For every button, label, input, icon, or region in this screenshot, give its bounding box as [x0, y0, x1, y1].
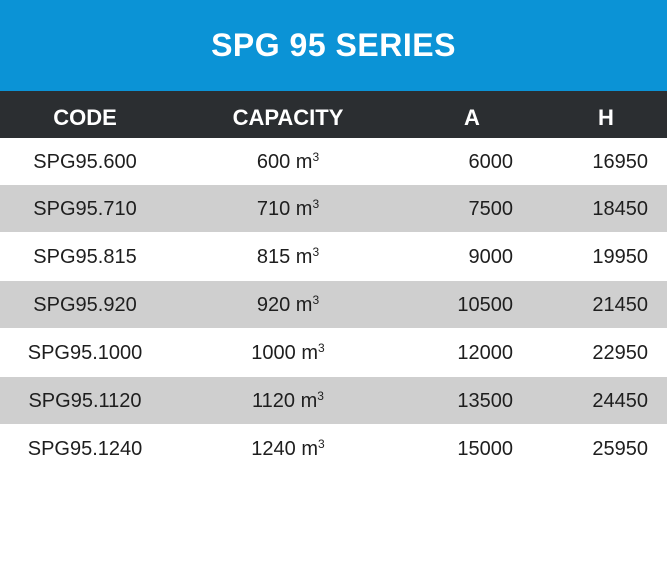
capacity-unit: m	[301, 438, 319, 460]
capacity-unit: m	[295, 151, 313, 173]
table-row: SPG95.1120 1120 m3 13500 24450	[0, 377, 667, 424]
cell-h: 21450	[592, 294, 648, 316]
cell-capacity: 815 m3	[200, 233, 376, 281]
cell-a: 12000	[457, 342, 513, 364]
capacity-unit-exponent: 3	[318, 341, 325, 355]
capacity-unit-exponent: 3	[317, 389, 324, 403]
cell-capacity: 1120 m3	[200, 377, 376, 425]
cell-code: SPG95.1120	[28, 390, 142, 412]
table-header: CODE CAPACITY A H	[0, 91, 667, 138]
cell-h: 18450	[592, 198, 648, 220]
capacity-value: 815	[256, 246, 291, 268]
table-row: SPG95.815 815 m3 9000 19950	[0, 233, 667, 280]
cell-capacity: 600 m3	[200, 138, 376, 186]
cell-code: SPG95.1000	[27, 342, 143, 364]
cell-a: 6000	[468, 151, 514, 173]
capacity-unit: m	[301, 342, 319, 364]
cell-capacity: 710 m3	[200, 185, 376, 233]
capacity-unit: m	[295, 294, 313, 316]
table-row: SPG95.710 710 m3 7500 18450	[0, 185, 667, 232]
header-capacity: CAPACITY	[232, 105, 344, 130]
capacity-unit-exponent: 3	[312, 293, 320, 307]
cell-h: 25950	[592, 438, 648, 460]
cell-h: 22950	[592, 342, 648, 364]
cell-code: SPG95.815	[33, 246, 137, 268]
table-row: SPG95.1240 1240 m3 15000 25950	[0, 425, 667, 472]
cell-code: SPG95.920	[33, 294, 137, 316]
cell-code: SPG95.710	[33, 198, 137, 220]
capacity-value: 1240	[251, 438, 296, 460]
table-row: SPG95.1000 1000 m3 12000 22950	[0, 329, 667, 376]
cell-capacity: 1240 m3	[200, 425, 376, 473]
cell-capacity: 1000 m3	[200, 329, 376, 377]
capacity-value: 920	[256, 294, 291, 316]
table-row: SPG95.920 920 m3 10500 21450	[0, 281, 667, 328]
header-a: A	[464, 105, 480, 130]
header-h: H	[598, 105, 614, 130]
capacity-value: 1120	[252, 390, 296, 412]
capacity-unit-exponent: 3	[318, 437, 325, 451]
capacity-value: 710	[256, 198, 291, 220]
cell-a: 15000	[457, 438, 513, 460]
capacity-unit-exponent: 3	[312, 245, 320, 259]
table-title: SPG 95 SERIES	[0, 0, 667, 91]
header-code: CODE	[53, 105, 117, 130]
capacity-unit: m	[295, 246, 313, 268]
cell-h: 16950	[592, 151, 648, 173]
table-row: SPG95.600 600 m3 6000 16950	[0, 138, 667, 185]
cell-capacity: 920 m3	[200, 281, 376, 329]
capacity-unit: m	[300, 390, 318, 412]
cell-h: 24450	[592, 390, 648, 412]
capacity-unit-exponent: 3	[312, 197, 320, 211]
cell-code: SPG95.1240	[27, 438, 143, 460]
capacity-value: 600	[256, 151, 291, 173]
cell-a: 7500	[468, 198, 514, 220]
capacity-unit: m	[295, 198, 313, 220]
capacity-value: 1000	[251, 342, 296, 364]
cell-a: 13500	[457, 390, 513, 412]
cell-h: 19950	[592, 246, 648, 268]
capacity-unit-exponent: 3	[312, 150, 320, 164]
cell-code: SPG95.600	[33, 151, 137, 173]
cell-a: 9000	[468, 246, 514, 268]
cell-a: 10500	[457, 294, 513, 316]
